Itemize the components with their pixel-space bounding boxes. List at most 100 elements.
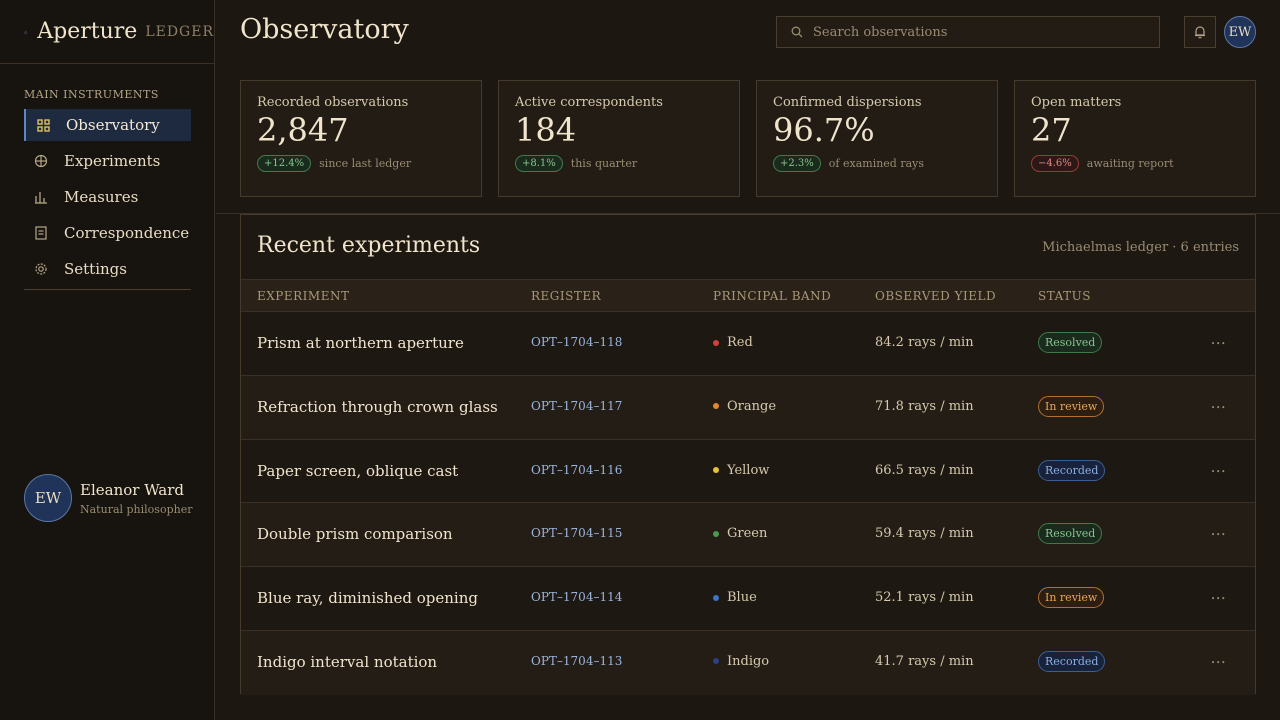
nav-section-label: MAIN INSTRUMENTS <box>24 88 159 101</box>
stat-delta-badge: +8.1% <box>515 155 563 172</box>
band-dot-icon <box>713 339 719 346</box>
more-actions-icon[interactable]: ••• <box>1211 595 1227 604</box>
experiment-name: Double prism comparison <box>257 525 453 544</box>
status-badge: Recorded <box>1038 459 1106 481</box>
table-row[interactable]: Refraction through crown glass OPT–1704–1… <box>241 375 1255 440</box>
more-actions-icon[interactable]: ••• <box>1211 467 1227 476</box>
more-actions-icon[interactable]: ••• <box>1211 403 1227 412</box>
status-badge: Resolved <box>1038 332 1103 353</box>
stat-card-dispersions: Confirmed dispersions 96.7% +2.3% of exam… <box>756 80 998 197</box>
divider <box>216 213 1280 214</box>
sidebar-item-measures[interactable]: Measures <box>24 181 191 213</box>
sidebar-item-label: Settings <box>64 260 127 278</box>
top-bar: Observatory Search observations EW <box>216 0 1280 64</box>
panel-meta: Michaelmas ledger · 6 entries <box>1042 240 1239 255</box>
sidebar-item-observatory[interactable]: Observatory <box>24 109 191 141</box>
brand: Aperture LEDGER <box>0 0 214 64</box>
band-label: Yellow <box>727 462 770 478</box>
status-badge: Resolved <box>1038 523 1103 545</box>
register-link[interactable]: OPT–1704–114 <box>531 590 623 605</box>
sidebar-item-experiments[interactable]: Experiments <box>24 145 191 177</box>
register-link[interactable]: OPT–1704–118 <box>531 335 623 349</box>
yield-value: 84.2 rays / min <box>875 335 974 350</box>
column-header-band[interactable]: PRINCIPAL BAND <box>713 289 832 303</box>
brand-sub: LEDGER <box>145 23 214 40</box>
yield-value: 41.7 rays / min <box>875 653 974 669</box>
sidebar: Aperture LEDGER MAIN INSTRUMENTS Observa… <box>0 0 215 720</box>
band-cell: Orange <box>713 399 776 414</box>
band-label: Orange <box>727 398 777 414</box>
band-cell: Yellow <box>713 463 769 478</box>
user-profile[interactable]: EW Eleanor Ward Natural philosopher <box>24 474 192 522</box>
table-row[interactable]: Indigo interval notation OPT–1704–113 Indi… <box>241 630 1255 695</box>
document-icon <box>34 226 48 240</box>
band-cell: Blue <box>713 590 757 605</box>
band-dot-icon <box>713 467 719 474</box>
sidebar-nav: Observatory Experiments Measures Corresp… <box>24 109 191 290</box>
status-badge: In review <box>1038 587 1105 609</box>
stat-cards: Recorded observations 2,847 +12.4% since … <box>240 80 1256 197</box>
status-badge: In review <box>1038 395 1105 417</box>
band-label: Green <box>727 526 768 542</box>
experiment-name: Blue ray, diminished opening <box>257 589 478 608</box>
bell-icon <box>1195 26 1205 39</box>
table-row[interactable]: Double prism comparison OPT–1704–115 Green… <box>241 503 1255 568</box>
register-link[interactable]: OPT–1704–113 <box>531 653 623 668</box>
register-link[interactable]: OPT–1704–117 <box>531 398 623 413</box>
stat-note: since last ledger <box>319 157 412 170</box>
brand-name: Aperture <box>37 19 138 44</box>
search-icon <box>791 26 803 38</box>
stat-value: 184 <box>515 111 577 149</box>
status-badge: Recorded <box>1038 650 1106 672</box>
more-actions-icon[interactable]: ••• <box>1211 658 1227 667</box>
notifications-button[interactable] <box>1184 16 1216 48</box>
table-header: EXPERIMENT REGISTER PRINCIPAL BAND OBSER… <box>241 279 1255 312</box>
table-row[interactable]: Blue ray, diminished opening OPT–1704–114… <box>241 567 1255 631</box>
register-link[interactable]: OPT–1704–115 <box>531 526 623 541</box>
column-header-register[interactable]: REGISTER <box>531 289 602 303</box>
experiment-name: Indigo interval notation <box>257 652 438 671</box>
more-actions-icon[interactable]: ••• <box>1211 531 1227 540</box>
crosshair-icon <box>34 154 48 168</box>
column-header-status[interactable]: STATUS <box>1038 289 1091 303</box>
search-input[interactable]: Search observations <box>776 16 1160 48</box>
bar-chart-icon <box>34 190 48 204</box>
gear-icon <box>34 262 48 276</box>
stat-label: Recorded observations <box>257 95 409 110</box>
search-placeholder: Search observations <box>813 24 948 40</box>
yield-value: 66.5 rays / min <box>875 462 974 478</box>
table-row[interactable]: Paper screen, oblique cast OPT–1704–116 Ye… <box>241 440 1255 504</box>
grid-icon <box>36 118 50 132</box>
more-actions-icon[interactable]: ••• <box>1211 340 1227 348</box>
sidebar-item-settings[interactable]: Settings <box>24 253 191 285</box>
register-link[interactable]: OPT–1704–116 <box>531 462 623 477</box>
band-label: Indigo <box>727 653 770 669</box>
yield-value: 52.1 rays / min <box>875 590 974 606</box>
band-cell: Green <box>713 526 767 541</box>
band-dot-icon <box>713 530 719 537</box>
band-dot-icon <box>713 658 719 665</box>
stat-value: 2,847 <box>257 111 349 149</box>
stat-card-observations: Recorded observations 2,847 +12.4% since … <box>240 80 482 197</box>
stat-label: Confirmed dispersions <box>773 95 922 110</box>
column-header-experiment[interactable]: EXPERIMENT <box>257 289 350 303</box>
sidebar-item-label: Correspondence <box>64 224 190 242</box>
stat-delta-badge: −4.6% <box>1031 155 1079 172</box>
experiment-name: Refraction through crown glass <box>257 397 498 416</box>
account-avatar-button[interactable]: EW <box>1224 16 1256 48</box>
sidebar-item-correspondence[interactable]: Correspondence <box>24 217 191 249</box>
stat-note: of examined rays <box>828 157 925 170</box>
table-body: Prism at northern aperture OPT–1704–118 Re… <box>241 312 1255 695</box>
stat-note: this quarter <box>570 157 638 170</box>
stat-delta-badge: +2.3% <box>773 155 821 172</box>
stat-value: 96.7% <box>773 111 875 149</box>
stat-delta-badge: +12.4% <box>257 155 312 172</box>
sidebar-item-label: Experiments <box>64 152 161 170</box>
column-header-yield[interactable]: OBSERVED YIELD <box>875 289 997 303</box>
band-dot-icon <box>713 403 719 410</box>
band-label: Blue <box>727 590 757 606</box>
band-dot-icon <box>713 594 719 601</box>
experiment-name: Paper screen, oblique cast <box>257 461 459 480</box>
stat-card-correspondents: Active correspondents 184 +8.1% this quar… <box>498 80 740 197</box>
table-row[interactable]: Prism at northern aperture OPT–1704–118 Re… <box>241 312 1255 376</box>
